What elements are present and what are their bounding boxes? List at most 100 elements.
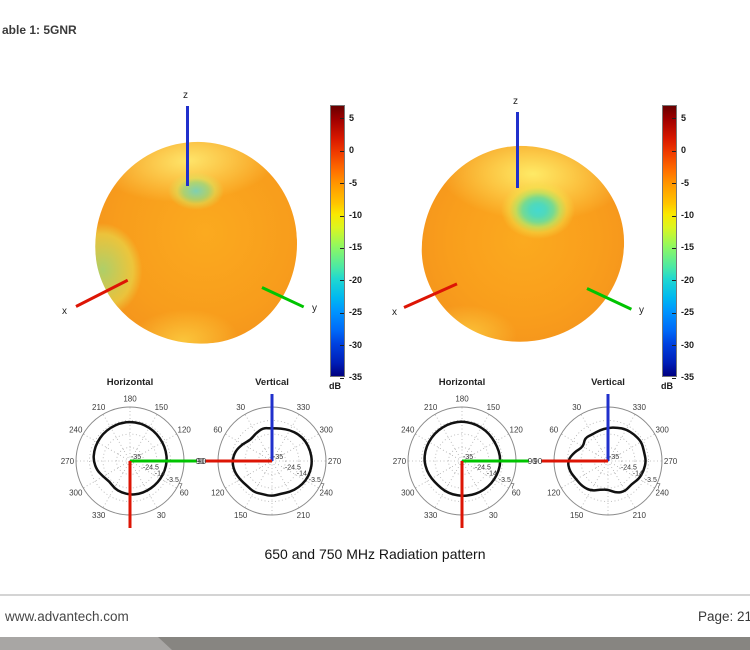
polar-ring-label: 7 [321,483,325,490]
polar-angle-label: 270 [664,457,678,466]
colorbar-tick-label: 0 [681,145,687,156]
colorbar-tick-label: -35 [681,372,695,382]
table-caption: able 1: 5GNR [2,23,77,37]
polar-angle-label: 150 [234,511,248,520]
polar-angle-label: 210 [297,511,311,520]
polar-angle-label: 210 [424,403,438,412]
colorbar-tick [672,215,676,217]
colorbar-tick [672,377,676,379]
polar-ring-label: -35 [131,454,141,461]
colorbar-tick [340,150,344,152]
colorbar-tick [672,280,676,282]
colorbar-tick-label: -10 [349,210,363,221]
figure-caption: 650 and 750 MHz Radiation pattern [264,546,486,562]
polar-angle-label: 180 [455,394,469,403]
polar-ring-label: -24.5 [285,464,301,471]
z-axis-label: z [513,96,518,107]
colorbar-tick [672,118,676,120]
polar-ring-label: -35 [463,454,473,461]
polar-plot-title: Horizontal [107,377,153,388]
colorbar-tick [672,312,676,314]
polar-plot-vertical-650: 330 300 270 240 210 150 120 90 60 30 -35-24.5-14-3… [197,377,341,520]
colorbar-tick-label: -10 [681,210,695,221]
polar-angle-label: 330 [633,403,647,412]
polar-plot-title: Vertical [591,377,625,388]
colorbar-tick-label: -30 [349,339,363,350]
footer-divider [0,594,750,596]
colorbar-tick-label: -20 [349,274,363,285]
polar-angle-label: 210 [633,511,647,520]
colorbar-unit-650: dB [329,381,341,391]
colorbar-tick-label: -15 [349,242,363,253]
footer-page-number: Page: 21 [698,609,750,624]
colorbar-tick-label: -30 [681,339,695,350]
colorbar-tick [672,345,676,347]
colorbar-tick-label: -35 [349,372,363,382]
colorbar-tick [340,345,344,347]
polar-angle-label: 30 [236,403,245,412]
colorbar-750mhz [662,105,677,379]
polar-ring-label: 7 [511,483,515,490]
colorbar-tick [340,312,344,314]
colorbar-650mhz [330,105,345,379]
polar-ring-label: -3.5 [645,477,657,484]
polar-angle-label: 90 [533,457,542,466]
polar-angle-label: 330 [424,511,438,520]
polar-angle-label: 150 [155,403,169,412]
polar-angle-label: 90 [196,457,205,466]
polar-ring-label: -35 [273,454,283,461]
polar-ring-label: -35 [609,454,619,461]
polar-angle-label: 270 [61,457,75,466]
z-null-dip-750mhz [501,181,575,239]
colorbar-tick [340,377,344,379]
y-axis-label: y [312,303,317,314]
radiation-pattern-curve [231,426,313,497]
polar-angle-label: 150 [570,511,584,520]
polar-ring-label: -24.5 [621,464,637,471]
polar-plot-horizontal-650: 180 150 120 90 60 30 330 300 270 240 210 -35-24.5-1… [61,377,205,528]
polar-ring-label: 7 [179,483,183,490]
polar-ring-label: -3.5 [499,477,511,484]
polar-angle-label: 300 [320,426,334,435]
z-axis-line [186,106,189,186]
polar-angle-label: 60 [180,488,189,497]
z-axis-label: z [183,90,188,101]
polar-angle-label: 90 [528,457,537,466]
polar-angle-label: 120 [547,488,561,497]
colorbar-tick [340,215,344,217]
polar-plot-horizontal-750: 180 150 120 90 60 30 330 300 270 240 210 -35-24.5-1… [393,377,537,528]
polar-ring-label: -14 [155,471,165,478]
polar-angle-label: 270 [393,457,407,466]
colorbar-unit-750: dB [661,381,673,391]
polar-angle-label: 30 [489,511,498,520]
polar-angle-label: 60 [549,426,558,435]
colorbar-tick-label: 5 [349,112,355,123]
polar-plot-vertical-750: 330 300 270 240 210 150 120 90 60 30 -35-24.5-14-3… [533,377,678,520]
polar-ring-label: -3.5 [167,477,179,484]
polar-angle-label: 90 [197,457,206,466]
polar-ring-label: -14 [633,471,643,478]
polar-plot-title: Vertical [255,377,289,388]
radiation-pattern-curve [567,426,647,494]
colorbar-tick [672,247,676,249]
polar-angle-label: 240 [69,426,83,435]
colorbar-tick-label: -25 [681,307,695,318]
polar-angle-label: 60 [213,426,222,435]
colorbar-tick-label: -20 [681,274,695,285]
polar-angle-label: 120 [510,426,524,435]
colorbar-tick [672,183,676,185]
polar-angle-label: 180 [123,394,137,403]
polar-angle-label: 30 [572,403,581,412]
z-axis-line [516,112,519,188]
colorbar-tick [672,150,676,152]
polar-angle-label: 60 [512,488,521,497]
radiation-pattern-curve [92,420,168,496]
colorbar-tick-label: 0 [349,145,355,156]
polar-plot-title: Horizontal [439,377,485,388]
polar-angle-label: 300 [656,426,670,435]
radiation-pattern-curve [423,420,502,497]
polar-ring-label: -14 [297,471,307,478]
surface-lobe-650mhz [88,135,304,351]
x-axis-label: x [62,306,67,317]
footer-band-dark [158,637,750,650]
